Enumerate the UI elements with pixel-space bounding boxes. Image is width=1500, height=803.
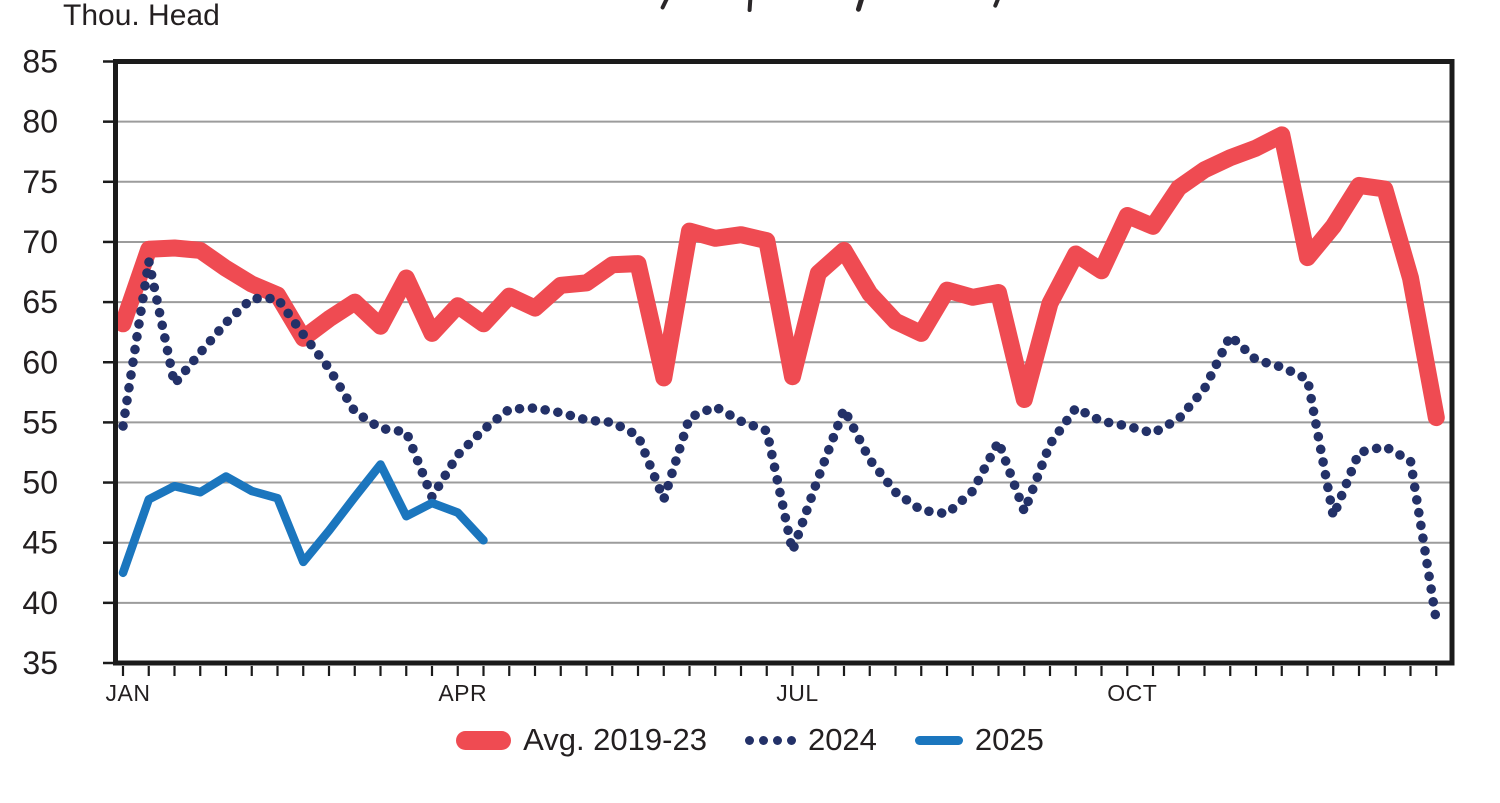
y-axis-units-label: Thou. Head — [63, 0, 220, 32]
y-tick-label-70: 70 — [22, 224, 58, 260]
chart-series — [114, 126, 1445, 626]
y-axis-tick-labels: 85 80 75 70 65 60 55 50 45 40 35 — [22, 44, 58, 682]
y-tick-label-80: 80 — [22, 104, 58, 140]
legend-label-2024: 2024 — [807, 722, 877, 757]
y-tick-label-50: 50 — [22, 465, 58, 501]
y-tick-label-75: 75 — [22, 164, 58, 200]
x-month-label-OCT: OCT — [1107, 680, 1157, 706]
legend-item-avg-2019-23: Avg. 2019-23 — [456, 722, 707, 758]
legend-item-2025: 2025 — [914, 722, 1044, 758]
y-tick-label-60: 60 — [22, 344, 58, 380]
legend-swatch-2025 — [914, 735, 963, 745]
series-line-avg-2019-23 — [114, 126, 1445, 427]
x-axis-month-labels: JAN APR JUL OCT — [106, 680, 1157, 706]
legend-item-2024: 2024 — [744, 722, 877, 758]
gridlines — [115, 120, 1452, 604]
legend-swatch-2024 — [744, 735, 796, 745]
legend-label-avg-2019-23: Avg. 2019-23 — [523, 722, 707, 757]
y-tick-label-35: 35 — [22, 645, 58, 681]
plot-frame — [113, 59, 1455, 666]
axis-ticks — [103, 60, 1438, 676]
legend-label-2025: 2025 — [974, 722, 1044, 757]
series-line-2025 — [118, 460, 488, 578]
series-line-2024 — [118, 256, 1442, 626]
y-tick-label-40: 40 — [22, 585, 58, 621]
x-month-label-JUL: JUL — [776, 680, 818, 706]
x-month-label-JAN: JAN — [106, 680, 151, 706]
legend: Avg. 2019-23 2024 2025 — [0, 722, 1500, 758]
y-tick-label-65: 65 — [22, 284, 58, 320]
x-month-label-APR: APR — [438, 680, 487, 706]
y-tick-label-85: 85 — [22, 44, 58, 80]
y-tick-label-45: 45 — [22, 525, 58, 561]
legend-swatch-avg-2019-23 — [456, 730, 512, 750]
y-tick-label-55: 55 — [22, 404, 58, 440]
